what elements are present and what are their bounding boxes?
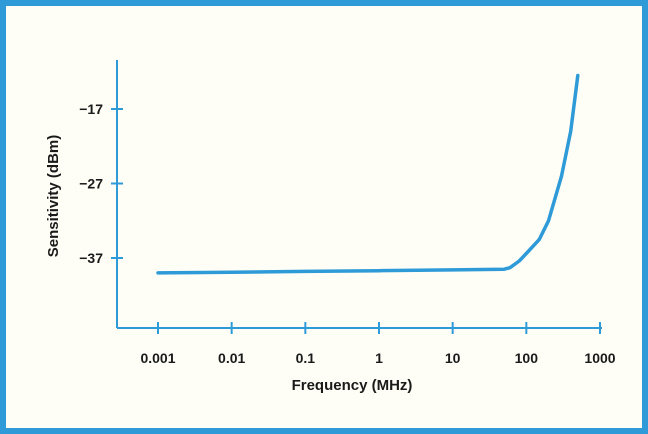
x-axis-label: Frequency (MHz) bbox=[292, 377, 413, 394]
x-tick-label: 100 bbox=[515, 350, 539, 366]
sensitivity-series-line bbox=[156, 73, 580, 275]
y-ticks: −17 −27 −37 bbox=[79, 101, 123, 266]
y-tick-label: −37 bbox=[79, 250, 103, 266]
x-tick-label: 1 bbox=[375, 350, 383, 366]
series-layer bbox=[156, 73, 580, 275]
x-ticks: 0.001 0.01 0.1 1 10 100 1000 bbox=[140, 322, 616, 366]
x-tick-label: 1000 bbox=[584, 350, 615, 366]
chart-axes bbox=[116, 60, 602, 329]
y-tick-label: −17 bbox=[79, 101, 103, 117]
x-tick-label: 0.01 bbox=[218, 350, 245, 366]
x-tick-label: 0.1 bbox=[296, 350, 316, 366]
x-tick-label: 10 bbox=[445, 350, 461, 366]
y-tick-label: −27 bbox=[79, 176, 103, 192]
y-axis-label: Sensitivity (dBm) bbox=[45, 135, 62, 258]
x-tick-label: 0.001 bbox=[140, 350, 175, 366]
